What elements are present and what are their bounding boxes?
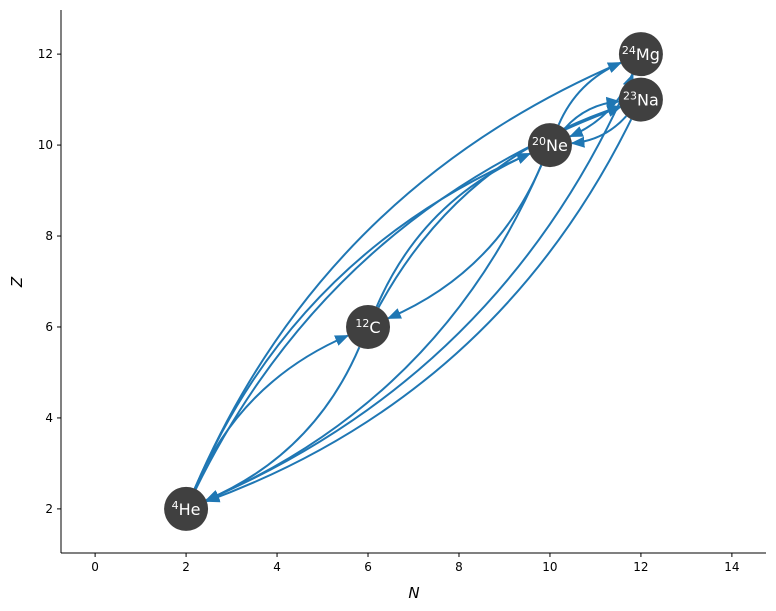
y-tick-label: 10	[38, 138, 53, 152]
x-tick-label: 4	[273, 560, 281, 574]
reaction-link	[386, 164, 543, 320]
reaction-link	[193, 334, 350, 490]
mass-number: 4	[172, 499, 179, 512]
nucleus-node	[618, 32, 663, 77]
nucleus-label: 23Na	[623, 90, 659, 110]
y-tick-label: 12	[38, 47, 53, 61]
reaction-link	[205, 73, 634, 502]
nucleus-node	[618, 77, 663, 122]
nucleus-node	[346, 304, 391, 349]
x-tick-label: 0	[91, 560, 99, 574]
nucleus-node	[164, 486, 209, 531]
nucleus-label: 24Mg	[622, 44, 660, 64]
reaction-link	[563, 96, 621, 130]
x-tick-label: 14	[724, 560, 739, 574]
links	[193, 61, 634, 503]
nucleus-label: 4He	[172, 499, 201, 519]
y-axis-label: Z	[8, 276, 26, 288]
element-symbol: C	[369, 318, 380, 337]
y-tick-label: 6	[45, 320, 53, 334]
x-tick-label: 6	[364, 560, 372, 574]
x-tick-label: 10	[542, 560, 557, 574]
mass-number: 24	[622, 44, 636, 57]
nucleus-node	[527, 123, 572, 168]
x-tick-label: 12	[633, 560, 648, 574]
reaction-link	[205, 346, 361, 502]
reaction-link	[557, 61, 622, 126]
nucleus-label: 12C	[355, 317, 380, 337]
element-symbol: Na	[637, 91, 659, 110]
x-axis-label: N	[408, 584, 419, 602]
x-tick-label: 8	[455, 560, 463, 574]
element-symbol: He	[179, 500, 201, 519]
x-tick-label: 2	[182, 560, 190, 574]
element-symbol: Mg	[636, 45, 660, 64]
nucleus-label: 20Ne	[532, 135, 568, 155]
mass-number: 20	[532, 135, 546, 148]
reaction-link	[570, 115, 628, 148]
y-tick-label: 8	[45, 229, 53, 243]
nodes: 4He 12C 20Ne 23Na 24Mg	[164, 32, 663, 531]
reaction-link	[205, 118, 633, 503]
mass-number: 23	[623, 90, 637, 103]
y-tick-label: 4	[45, 411, 53, 425]
y-tick-label: 2	[45, 502, 53, 516]
reaction-link	[193, 61, 622, 490]
element-symbol: Ne	[546, 136, 568, 155]
reaction-link	[377, 104, 622, 309]
mass-number: 12	[355, 317, 369, 330]
